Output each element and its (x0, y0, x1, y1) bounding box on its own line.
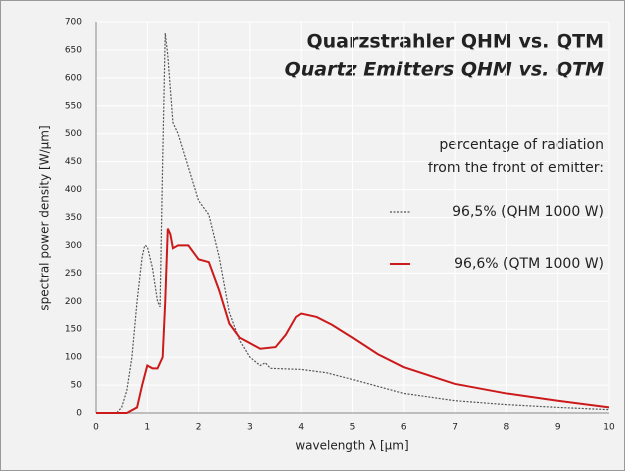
y-tick-label: 300 (65, 241, 82, 251)
x-tick-label: 4 (298, 423, 304, 433)
x-tick-label: 6 (401, 423, 407, 433)
y-tick-label: 700 (65, 18, 82, 28)
x-tick-label: 8 (504, 423, 510, 433)
y-tick-label: 100 (65, 353, 82, 363)
y-tick-label: 0 (76, 409, 82, 419)
y-tick-label: 600 (65, 73, 82, 83)
x-axis-label: wavelength λ [µm] (295, 439, 408, 453)
x-tick-label: 5 (350, 423, 356, 433)
legend-title: from the front of emitter: (428, 160, 604, 176)
x-tick-label: 2 (196, 423, 202, 433)
y-tick-label: 200 (65, 297, 82, 307)
y-tick-label: 400 (65, 185, 82, 195)
x-tick-label: 10 (603, 423, 615, 433)
chart-subtitle: Quartz Emitters QHM vs. QTM (285, 59, 604, 81)
x-tick-label: 1 (144, 423, 150, 433)
y-tick-label: 450 (65, 157, 82, 167)
y-tick-label: 150 (65, 325, 82, 335)
legend-label: 96,5% (QHM 1000 W) (452, 204, 604, 220)
series-line (96, 33, 610, 414)
x-tick-label: 7 (452, 423, 458, 433)
series-line (96, 228, 610, 414)
y-tick-label: 650 (65, 45, 82, 55)
y-axis-label: spectral power density [W/µm] (38, 125, 52, 310)
x-tick-label: 3 (247, 423, 253, 433)
y-tick-label: 500 (65, 129, 82, 139)
x-tick-label: 9 (555, 423, 561, 433)
y-tick-label: 50 (71, 381, 83, 391)
y-tick-label: 250 (65, 269, 82, 279)
legend-title: percentage of radiation (439, 137, 604, 153)
legend-label: 96,6% (QTM 1000 W) (454, 256, 604, 272)
x-tick-label: 0 (93, 423, 99, 433)
y-tick-label: 350 (65, 213, 82, 223)
y-tick-label: 550 (65, 101, 82, 111)
